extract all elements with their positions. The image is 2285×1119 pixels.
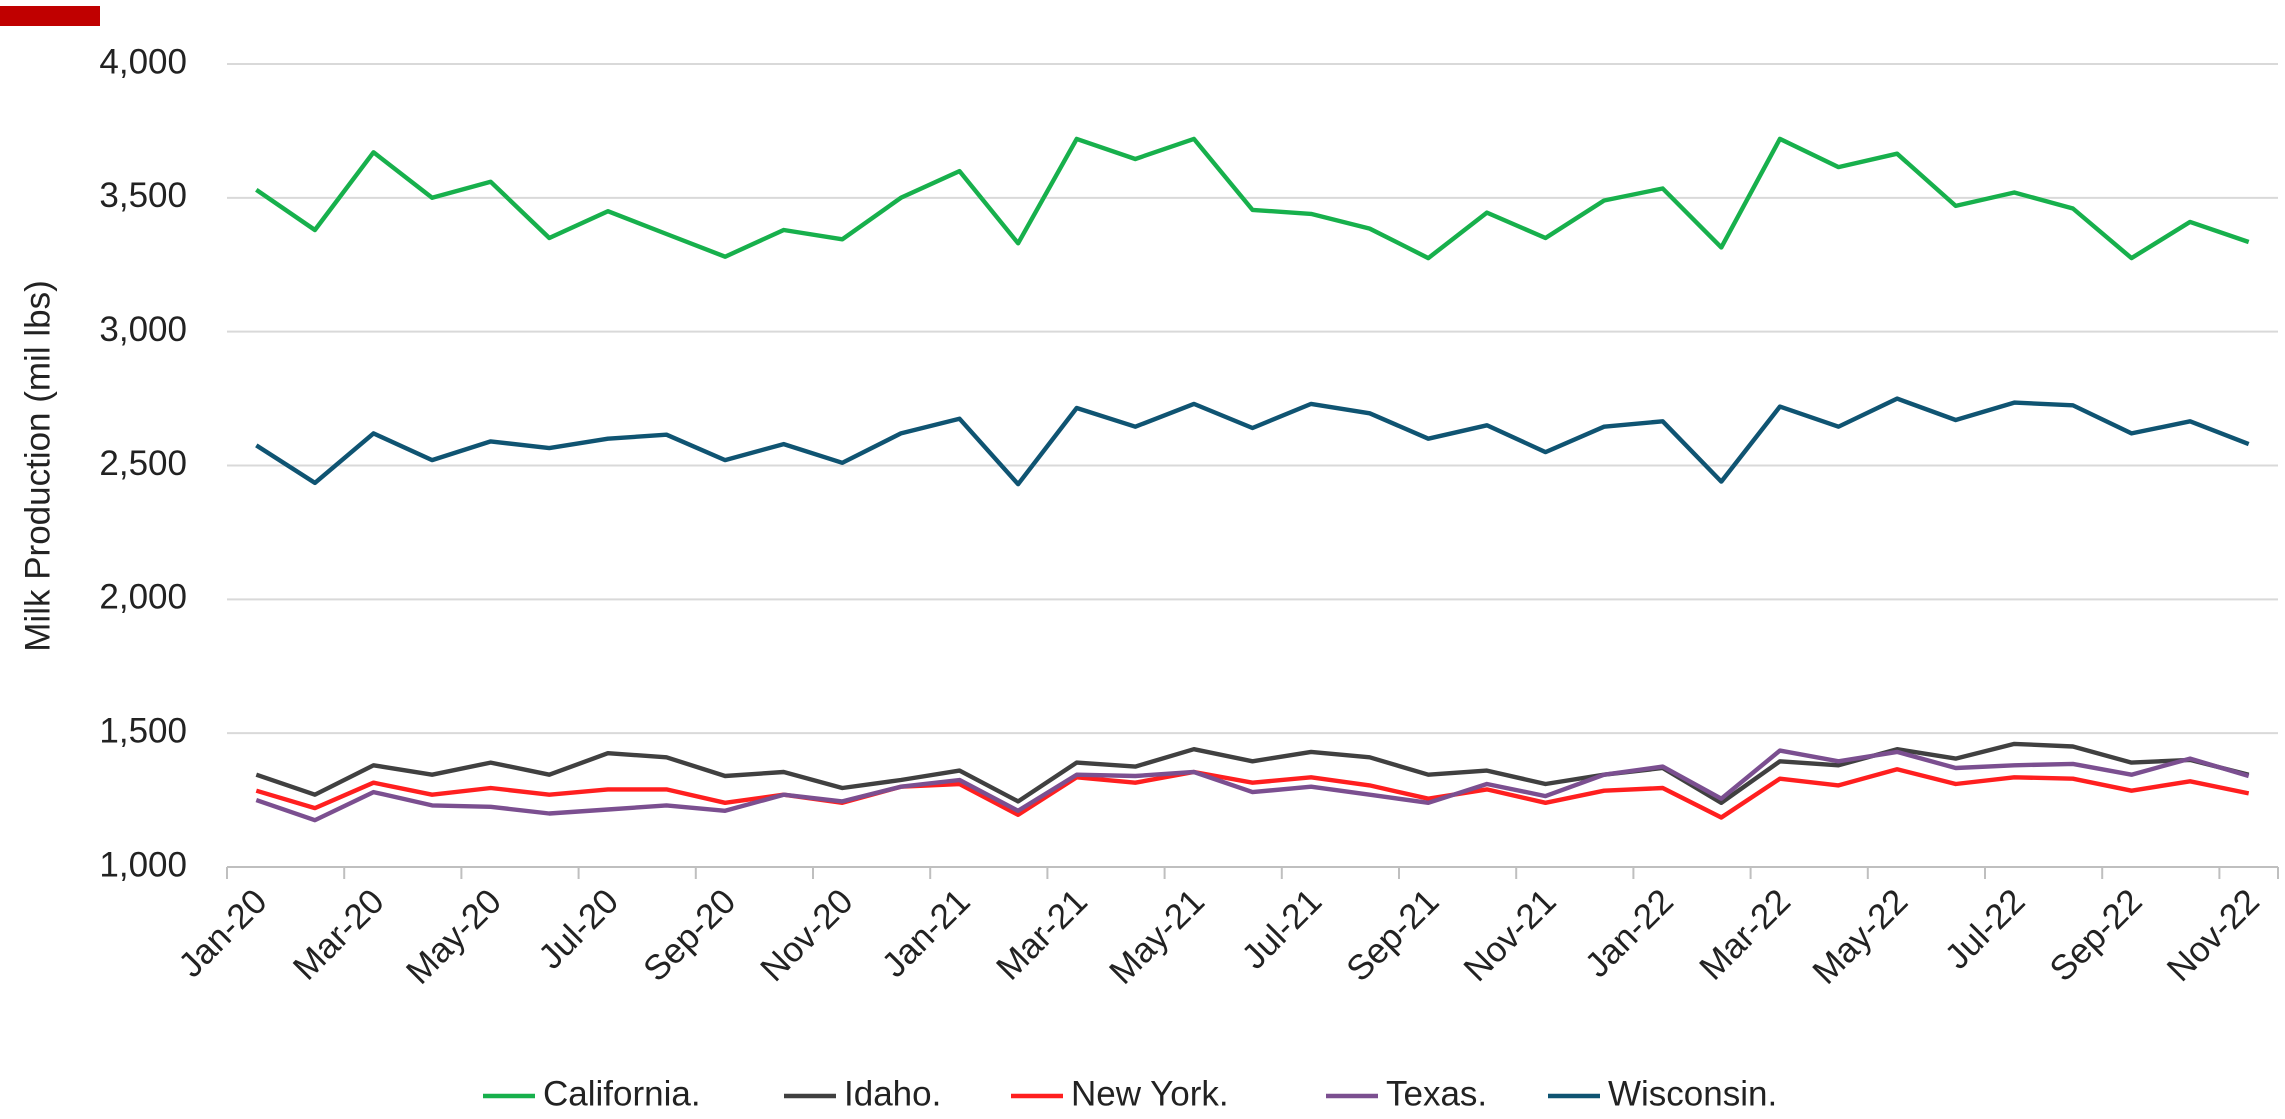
x-tick-label: Jul-22 — [1938, 882, 2033, 977]
y-tick-label: 2,500 — [99, 444, 187, 483]
x-tick-label: Jan-20 — [171, 882, 274, 985]
legend-label: New York. — [1071, 1074, 1229, 1113]
legend-label: Idaho. — [844, 1074, 941, 1113]
x-tick-label: Nov-20 — [753, 882, 860, 989]
y-tick-label: 3,000 — [99, 310, 187, 349]
y-tick-label: 4,000 — [99, 42, 187, 81]
legend-label: Wisconsin. — [1608, 1074, 1777, 1113]
x-tick-label: Mar-20 — [286, 882, 392, 988]
brand-bar — [0, 6, 100, 26]
series-line — [255, 767, 2250, 820]
series-line — [255, 748, 2250, 823]
y-tick-label: 3,500 — [99, 176, 187, 215]
x-tick-label: Nov-21 — [1456, 882, 1563, 989]
y-axis-title: Milk Production (mil lbs) — [18, 280, 57, 651]
x-tick-label: Sep-21 — [1339, 882, 1446, 989]
x-tick-label: Jul-20 — [531, 882, 626, 977]
x-tick-label: Jan-22 — [1578, 882, 1681, 985]
series-line — [255, 396, 2250, 487]
legend-label: California. — [543, 1074, 701, 1113]
x-tick-label: Sep-22 — [2042, 882, 2149, 989]
y-tick-label: 1,500 — [99, 711, 187, 750]
x-tick-label: Jul-21 — [1234, 882, 1329, 977]
x-tick-label: Sep-20 — [636, 882, 743, 989]
y-tick-label: 1,000 — [99, 845, 187, 884]
x-tick-label: May-20 — [399, 882, 509, 992]
x-tick-label: Mar-21 — [989, 882, 1095, 988]
y-tick-label: 2,000 — [99, 578, 187, 617]
series-line — [255, 136, 2250, 261]
x-tick-label: Jan-21 — [874, 882, 977, 985]
x-tick-label: Mar-22 — [1692, 882, 1798, 988]
x-tick-label: May-21 — [1102, 882, 1212, 992]
x-tick-label: May-22 — [1805, 882, 1915, 992]
series-line — [255, 741, 2250, 805]
x-tick-label: Nov-22 — [2160, 882, 2267, 989]
legend-label: Texas. — [1386, 1074, 1487, 1113]
